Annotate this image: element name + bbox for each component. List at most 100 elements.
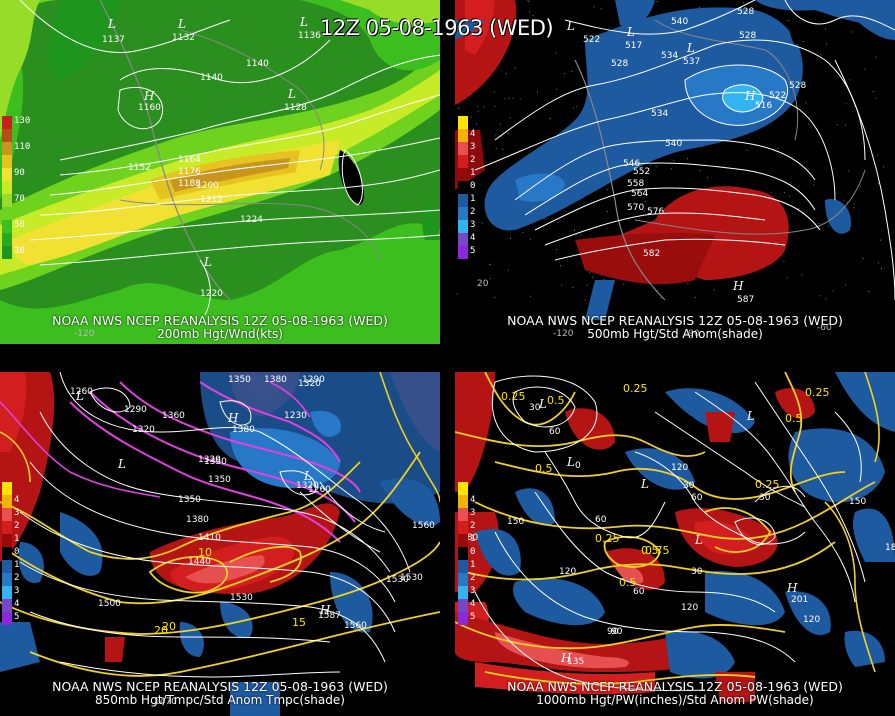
legend-500mb-label: 3 (470, 142, 476, 152)
legend-850mb-swatch: 4 (2, 599, 19, 612)
map-1000mb: 3060030120603015018012060901203060150180… (455, 372, 895, 716)
legend-850mb-label: 1 (14, 534, 20, 544)
contour-label-850mb: 1350 (208, 475, 231, 485)
contour-label-500mb: 587 (737, 295, 754, 305)
contour-label-1000mb: 135 (567, 657, 584, 667)
contour-label-500mb: 528 (789, 81, 806, 91)
legend-200mb-label: 110 (14, 142, 31, 152)
pw-label-1000mb: 0.5 (619, 576, 637, 589)
legend-1000mb-swatch: 0 (458, 547, 475, 560)
contour-label-1000mb: 30 (529, 403, 541, 413)
legend-850mb: 4 3 2 1 0 1 2 3 4 5 (2, 482, 19, 625)
pressure-center-200mb: L (203, 255, 212, 269)
contour-label-1000mb: 150 (507, 517, 524, 527)
legend-200mb-swatch (2, 207, 12, 220)
legend-1000mb-swatch: 4 (458, 495, 475, 508)
legend-500mb-swatch: 4 (458, 233, 475, 246)
contour-label-1000mb: 60 (691, 493, 703, 503)
contour-label-200mb: 1152 (128, 163, 151, 173)
legend-200mb-label: 90 (14, 168, 25, 178)
legend-1000mb-label: 4 (470, 599, 476, 609)
axis-label-200mb: -120 (74, 329, 95, 339)
pw-label-1000mb: 0.25 (501, 390, 526, 403)
contour-label-1000mb: 120 (559, 567, 576, 577)
pressure-center-1000mb: L (538, 397, 547, 411)
pressure-center-1000mb: L (746, 409, 755, 423)
panel-200mb: 1137 1132 1136 1140 1140 1128 1160 1152 1164 1176… (0, 0, 440, 344)
contour-label-500mb: 576 (647, 207, 664, 217)
contour-label-1000mb: 150 (849, 497, 866, 507)
contour-label-500mb: 540 (671, 17, 688, 27)
contour-label-200mb: 1137 (102, 35, 125, 45)
legend-500mb-swatch: 1 (458, 194, 475, 207)
panel-500mb: 522 528 540 528 528 517 534 537 534 522 528 516 540 5… (455, 0, 895, 344)
contour-label-200mb: 1140 (200, 73, 223, 83)
legend-500mb-swatch: 3 (458, 142, 475, 155)
legend-200mb-swatch: 30 (2, 246, 25, 259)
contour-label-500mb: 528 (611, 59, 628, 69)
contour-label-850mb: 1530 (386, 575, 409, 585)
contour-label-500mb: 540 (665, 139, 682, 149)
contour-label-1000mb: 60 (549, 427, 561, 437)
legend-1000mb-label: 0 (470, 547, 476, 557)
contour-label-200mb: 1128 (284, 103, 307, 113)
pressure-center-200mb: L (299, 15, 308, 29)
legend-200mb-label: 130 (14, 116, 31, 126)
contour-label-200mb: 1164 (178, 155, 201, 165)
contour-label-850mb: 1500 (98, 599, 121, 609)
legend-500mb-swatch: 5 (458, 246, 475, 259)
pressure-center-1000mb: L (694, 533, 703, 547)
contour-label-500mb: 528 (737, 7, 754, 17)
contour-label-850mb: 1380 (264, 375, 287, 385)
pressure-center-1000mb: L (566, 455, 575, 469)
contour-label-850mb: 1380 (186, 515, 209, 525)
pressure-center-200mb: L (287, 87, 296, 101)
legend-850mb-swatch: 1 (2, 534, 19, 547)
legend-200mb-swatch (2, 181, 12, 194)
pressure-center-200mb: L (107, 17, 116, 31)
contour-label-850mb: 1260 (70, 387, 93, 397)
main-title: 12Z 05-08-1963 (WED) (320, 16, 554, 40)
contour-label-200mb: 1212 (200, 195, 223, 205)
legend-1000mb-label: 5 (470, 612, 476, 622)
legend-850mb-label: 2 (14, 521, 20, 531)
pressure-center-850mb: L (303, 469, 312, 483)
contour-label-500mb: 522 (583, 35, 600, 45)
legend-1000mb-swatch: 4 (458, 599, 475, 612)
legend-850mb-label: 3 (14, 586, 20, 596)
contour-label-850mb: 1260 (308, 485, 331, 495)
legend-1000mb-label: 2 (470, 573, 476, 583)
legend-850mb-label: 0 (14, 547, 20, 557)
contour-label-850mb: 1350 (228, 375, 251, 385)
legend-500mb-label: 2 (470, 207, 476, 217)
axis-label-500mb: -60 (817, 323, 832, 333)
isotherm-label-850mb: 15 (292, 616, 306, 629)
legend-1000mb-swatch: 2 (458, 521, 475, 534)
pw-label-1000mb: 0.25 (595, 532, 620, 545)
panel-1000mb: 3060030120603015018012060901203060150180… (455, 372, 895, 716)
panel-850mb: 1350 1380 1290 1320 1260 1290 1320 1360 1380 1230… (0, 372, 440, 716)
pw-label-1000mb: 0.25 (755, 478, 780, 491)
contour-label-850mb: 1410 (198, 533, 221, 543)
axis-label-500mb: 20 (477, 279, 489, 289)
pw-label-1000mb: 0.25 (805, 386, 830, 399)
legend-850mb-label: 1 (14, 560, 20, 570)
contour-label-850mb: 1587 (318, 611, 341, 621)
legend-850mb-label: 5 (14, 612, 20, 622)
legend-500mb-swatch (458, 116, 468, 129)
contour-label-850mb: 1320 (198, 455, 221, 465)
contour-label-200mb: 1220 (200, 289, 223, 299)
legend-850mb-swatch: 1 (2, 560, 19, 573)
contour-label-1000mb: 90 (607, 627, 619, 637)
contour-label-500mb: 537 (683, 57, 700, 67)
contour-label-850mb: 1360 (162, 411, 185, 421)
contour-label-200mb: 1136 (298, 31, 321, 41)
legend-850mb-label: 3 (14, 508, 20, 518)
legend-200mb-swatch: 50 (2, 220, 25, 233)
legend-850mb-swatch: 5 (2, 612, 19, 625)
legend-1000mb-label: 2 (470, 521, 476, 531)
pw-label-1000mb: 0.5 (535, 462, 553, 475)
legend-200mb-swatch (2, 155, 12, 168)
legend-850mb-swatch: 4 (2, 495, 19, 508)
contour-label-850mb: 1320 (296, 481, 319, 491)
